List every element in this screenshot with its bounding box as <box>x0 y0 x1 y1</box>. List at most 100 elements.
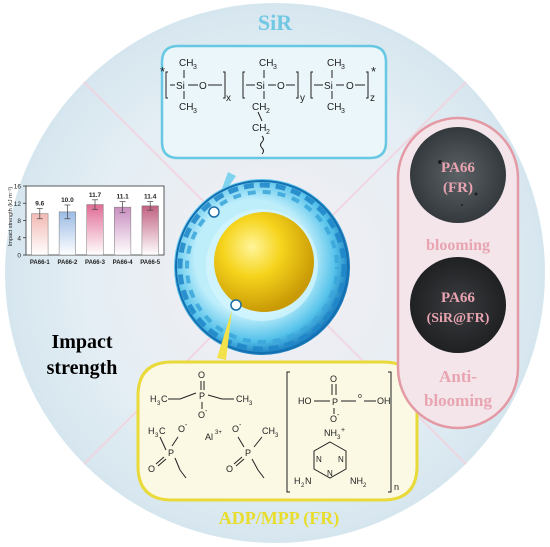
y-tick-label: 16 <box>14 184 22 191</box>
sir-o-3: O <box>346 81 354 92</box>
svg-text:C: C <box>159 426 166 436</box>
fr-pointer <box>217 310 232 360</box>
x-tick-label: PA66-5 <box>140 260 161 266</box>
sir-star-right: * <box>371 64 376 79</box>
x-tick-label: PA66-2 <box>57 260 78 266</box>
svg-text:3: 3 <box>275 433 279 439</box>
svg-text:OH: OH <box>377 396 391 406</box>
svg-text:CH: CH <box>179 102 193 113</box>
x-tick-label: PA66-3 <box>85 260 106 266</box>
svg-text:2: 2 <box>266 108 270 115</box>
photo-pa66-fr <box>410 127 506 223</box>
mpp-n-repeat: n <box>394 482 399 492</box>
data-label: 11.4 <box>144 194 157 201</box>
svg-text:-: - <box>239 422 242 429</box>
svg-text:O: O <box>330 414 337 424</box>
sir-ch2-1: CH <box>252 102 266 113</box>
fr-core <box>214 212 314 312</box>
sir-ch3-3: CH <box>327 58 341 69</box>
svg-text:2: 2 <box>363 483 367 489</box>
svg-text:2: 2 <box>301 483 305 489</box>
x-tick-label: PA66-4 <box>113 260 134 266</box>
sir-ch3-2: CH <box>259 58 273 69</box>
core-shell-particle <box>174 179 350 355</box>
svg-text:HO: HO <box>298 396 312 406</box>
svg-text:3: 3 <box>249 401 253 407</box>
sir-star-left: * <box>160 64 165 79</box>
svg-text:3: 3 <box>341 108 345 115</box>
sir-z: z <box>370 93 375 104</box>
svg-text:O: O <box>232 424 239 434</box>
svg-text:N: N <box>316 455 322 464</box>
photo-bottom-label-1: PA66 <box>441 290 475 306</box>
svg-text:O: O <box>178 424 185 434</box>
anti-blooming-label-2: blooming <box>424 391 493 410</box>
sir-structure-box: * CH 3 Si O CH 3 x CH 3 Si O <box>160 44 388 160</box>
svg-text:O: O <box>198 370 205 380</box>
svg-text:O: O <box>198 410 205 420</box>
sir-title: SiR <box>258 10 293 35</box>
svg-text:N: N <box>305 476 312 486</box>
adp-p-2: P <box>168 448 174 458</box>
bar <box>31 213 49 256</box>
svg-text:2: 2 <box>266 129 270 136</box>
svg-text:3+: 3+ <box>215 430 222 436</box>
y-tick-label: 8 <box>17 218 21 225</box>
svg-text:H: H <box>294 476 301 486</box>
svg-text:3: 3 <box>157 401 161 407</box>
data-label: 11.7 <box>89 192 102 199</box>
svg-text:-: - <box>185 422 188 429</box>
svg-text:CH: CH <box>262 426 275 436</box>
blooming-label: blooming <box>426 237 490 254</box>
svg-text:NH: NH <box>350 476 363 486</box>
svg-text:C: C <box>161 394 168 404</box>
al-ion: Al <box>205 432 213 442</box>
photo-pa66-sir-fr <box>410 257 506 353</box>
sir-y: y <box>300 93 305 104</box>
svg-text:N: N <box>327 469 333 478</box>
svg-text:NH: NH <box>324 428 337 438</box>
svg-text:o: o <box>358 393 362 400</box>
svg-text:N: N <box>338 455 344 464</box>
svg-text:H: H <box>148 426 155 436</box>
sir-si-1: Si <box>176 81 185 92</box>
svg-text:3: 3 <box>337 435 341 441</box>
svg-text:O: O <box>148 464 155 474</box>
bar <box>114 206 132 256</box>
sir-si-3: Si <box>324 81 333 92</box>
mpp-p: P <box>332 397 338 407</box>
svg-text:3: 3 <box>193 108 197 115</box>
data-label: 10.0 <box>61 197 74 204</box>
sir-x: x <box>226 93 231 104</box>
adp-p-3: P <box>245 448 251 458</box>
svg-text:3: 3 <box>155 433 159 439</box>
sir-ch2-2: CH <box>252 123 266 134</box>
svg-text:3: 3 <box>273 64 277 71</box>
sir-o-2: O <box>277 81 285 92</box>
svg-text:CH: CH <box>327 102 341 113</box>
bar <box>86 204 104 256</box>
svg-text:H: H <box>150 394 157 404</box>
fr-title: ADP/MPP (FR) <box>219 508 339 529</box>
sir-o-1: O <box>199 81 207 92</box>
sir-ch3-1: CH <box>179 58 193 69</box>
sir-si-2: Si <box>256 81 265 92</box>
svg-text:3: 3 <box>341 64 345 71</box>
anti-blooming-label-1: Anti- <box>439 367 477 386</box>
y-axis-label: Impact strength (kJ m⁻²) <box>8 187 14 247</box>
impact-label-line2: strength <box>47 357 118 379</box>
svg-text:O: O <box>226 464 233 474</box>
data-label: 11.1 <box>116 194 129 201</box>
impact-label-line1: Impact <box>51 331 112 353</box>
svg-text:-: - <box>337 412 340 419</box>
svg-text:O: O <box>330 374 337 384</box>
shell-twist-ring <box>177 182 347 352</box>
photo-top-label-1: PA66 <box>441 160 475 176</box>
photo-bottom-label-2: (SiR@FR) <box>427 311 490 326</box>
svg-text:-: - <box>205 408 208 415</box>
svg-text:3: 3 <box>193 64 197 71</box>
x-tick-label: PA66-1 <box>30 260 51 266</box>
